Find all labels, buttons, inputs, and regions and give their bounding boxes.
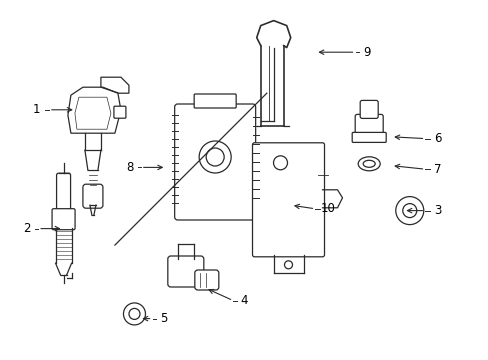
FancyBboxPatch shape <box>194 270 218 290</box>
Circle shape <box>273 156 287 170</box>
Text: 2: 2 <box>23 222 31 235</box>
Circle shape <box>199 141 231 173</box>
FancyBboxPatch shape <box>167 256 203 287</box>
Text: 6: 6 <box>433 132 441 145</box>
Circle shape <box>206 148 224 166</box>
Text: 4: 4 <box>240 294 248 307</box>
FancyBboxPatch shape <box>354 114 383 138</box>
Text: 7: 7 <box>433 163 441 176</box>
Circle shape <box>123 303 145 325</box>
Text: 10: 10 <box>320 202 334 215</box>
FancyBboxPatch shape <box>360 100 377 118</box>
Circle shape <box>395 197 423 225</box>
FancyBboxPatch shape <box>57 173 70 215</box>
Text: 1: 1 <box>33 103 41 116</box>
Ellipse shape <box>358 157 379 171</box>
Circle shape <box>402 204 416 217</box>
FancyBboxPatch shape <box>83 184 102 208</box>
Text: 8: 8 <box>125 161 133 174</box>
Text: 3: 3 <box>433 204 441 217</box>
FancyBboxPatch shape <box>174 104 255 220</box>
FancyBboxPatch shape <box>351 132 386 143</box>
Text: 9: 9 <box>362 46 370 59</box>
FancyBboxPatch shape <box>52 209 75 230</box>
Text: 5: 5 <box>160 312 167 325</box>
FancyBboxPatch shape <box>252 143 324 257</box>
FancyBboxPatch shape <box>194 94 236 108</box>
Circle shape <box>129 309 140 319</box>
FancyBboxPatch shape <box>114 106 125 118</box>
Circle shape <box>284 261 292 269</box>
Ellipse shape <box>363 160 374 167</box>
